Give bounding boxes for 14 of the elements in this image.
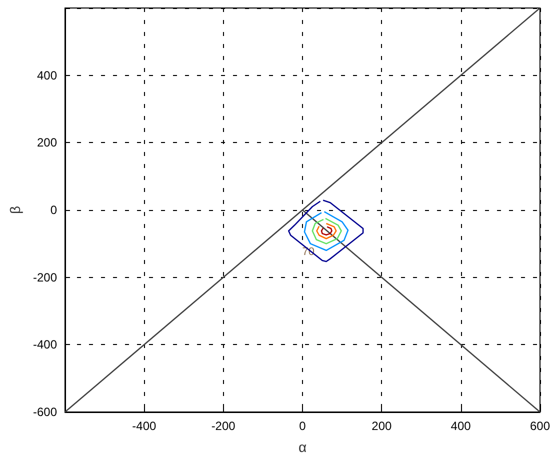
- y-tick-label: -600: [32, 405, 58, 419]
- x-tick-label: 400: [450, 419, 472, 433]
- x-tick-label: -200: [211, 419, 236, 433]
- y-tick-label: 400: [36, 68, 58, 82]
- y-tick-label: 200: [36, 136, 58, 150]
- y-tick-label: 0: [50, 203, 58, 217]
- x-tick-label: 0: [299, 419, 306, 433]
- x-tick-label: -400: [132, 419, 156, 433]
- y-axis-title: β: [7, 206, 24, 214]
- x-tick-label: 600: [530, 419, 550, 433]
- x-axis-title: α: [298, 439, 307, 455]
- x-tick-label: 200: [372, 419, 392, 433]
- y-tick-label: -400: [32, 338, 58, 352]
- y-tick-label: -200: [32, 270, 58, 284]
